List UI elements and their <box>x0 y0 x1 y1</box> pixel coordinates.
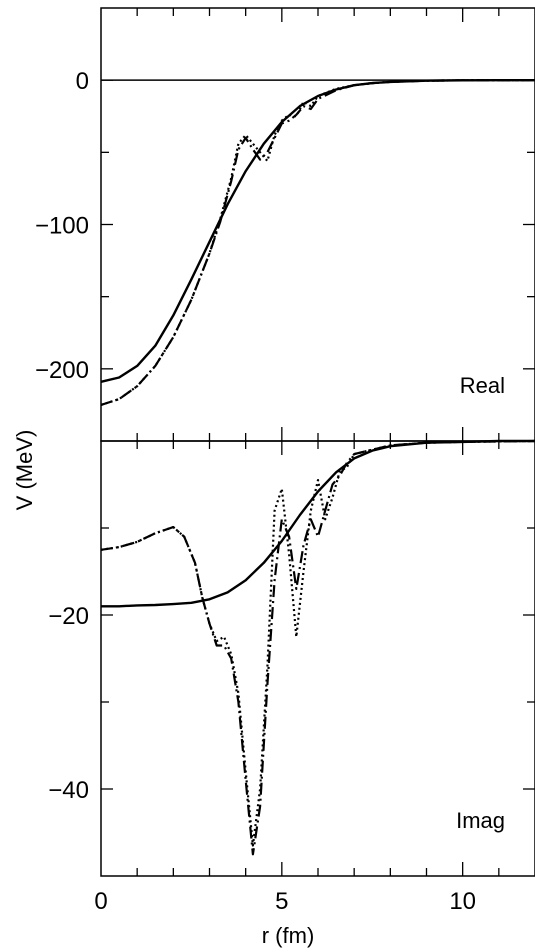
y-axis-title: V (MeV) <box>12 430 37 511</box>
real-y-tick-label: 0 <box>76 68 89 95</box>
imag-x-tick-label: 0 <box>94 888 107 915</box>
imag-y-tick-label: −20 <box>48 603 89 630</box>
imag-y-tick-label: −40 <box>48 777 89 804</box>
imag-series-solid-line <box>101 439 535 608</box>
real-panel-label: Real <box>460 373 505 398</box>
imag-x-tick-label: 10 <box>449 888 476 915</box>
x-axis-title: r (fm) <box>262 923 315 948</box>
imag-panel: −20 −40 0 5 10 Imag <box>48 439 535 915</box>
real-y-tick-label: −100 <box>35 213 89 240</box>
imag-panel-label: Imag <box>456 808 505 833</box>
imag-series-dotted-line <box>100 439 535 847</box>
real-panel: 0 −100 −200 Real <box>35 7 535 442</box>
real-series-solid-line <box>100 78 535 383</box>
real-series-dotted-line <box>100 79 535 406</box>
real-y-tick-label: −200 <box>35 357 89 384</box>
real-series-dash-dot-line <box>100 79 535 406</box>
imag-x-tick-label: 5 <box>275 888 288 915</box>
imag-series-dash-dot-line <box>100 439 535 856</box>
